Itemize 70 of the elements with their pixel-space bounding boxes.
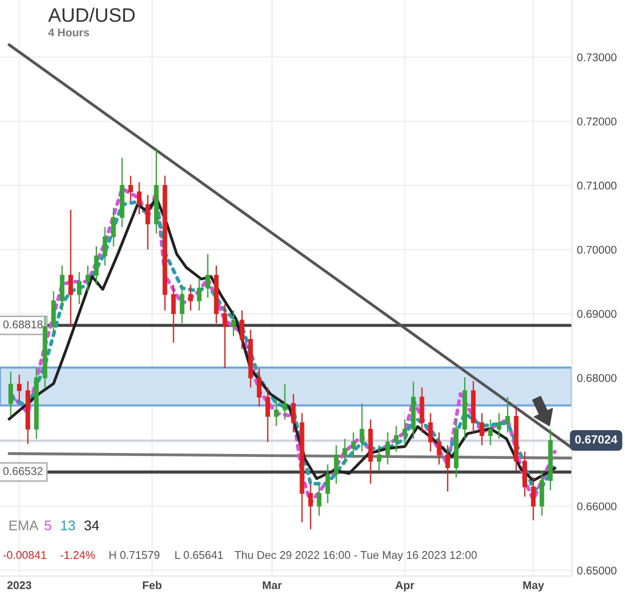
candlestick xyxy=(180,284,184,324)
candlestick xyxy=(385,432,390,466)
candlestick xyxy=(316,483,322,516)
candlestick xyxy=(76,271,82,305)
candlestick xyxy=(308,483,313,530)
candlestick xyxy=(291,393,296,434)
text: 34 xyxy=(84,520,99,530)
candlestick xyxy=(68,209,73,328)
candlestick xyxy=(531,476,536,521)
candlestick xyxy=(102,226,108,266)
candlestick xyxy=(146,194,150,250)
candlestick xyxy=(402,418,408,446)
ref-line-label: 0.66532 xyxy=(3,467,42,476)
candlestick xyxy=(436,432,442,466)
candlestick xyxy=(496,412,502,440)
candlestick xyxy=(351,432,356,459)
y-tick-label: 0.66000 xyxy=(577,502,616,510)
candlestick xyxy=(136,182,142,215)
candlestick xyxy=(480,412,484,446)
y-tick-label: 0.69000 xyxy=(577,310,616,318)
annotation: -1.24% xyxy=(60,551,95,559)
candlestick xyxy=(231,310,236,337)
text: 13 xyxy=(61,520,75,530)
candlestick xyxy=(488,418,493,446)
y-tick-label: 0.72000 xyxy=(577,118,616,126)
candlestick xyxy=(94,246,99,286)
candlestick xyxy=(8,370,13,417)
candlestick xyxy=(376,444,382,472)
candlestick xyxy=(222,303,228,369)
annotation: H 0.71579 xyxy=(110,551,160,559)
candlestick xyxy=(394,425,399,452)
x-tick-label: Feb xyxy=(142,580,162,590)
x-tick-label: May xyxy=(523,581,544,592)
candlestick xyxy=(17,374,22,401)
candlestick xyxy=(282,384,288,420)
candlestick xyxy=(334,444,339,484)
candlestick xyxy=(205,253,210,298)
candlestick xyxy=(360,402,364,452)
candlestick xyxy=(128,175,133,202)
annotation: Thu Dec 29 2022 16:00 - Tue May 16 2023 12:00 xyxy=(234,550,477,562)
x-tick-label: Apr xyxy=(396,581,414,592)
candlestick xyxy=(111,207,116,247)
candlestick xyxy=(325,464,330,504)
annotation: L 0.65641 xyxy=(175,551,223,559)
x-tick-label: Mar xyxy=(262,581,282,590)
y-tick-label: 0.73000 xyxy=(577,53,616,62)
candlestick xyxy=(274,400,279,427)
ref-line-label: 0.68818 xyxy=(3,320,43,328)
candlestick xyxy=(240,310,244,350)
chart-title: AUD/USD xyxy=(48,8,135,22)
candlestick xyxy=(171,284,176,344)
candlestick xyxy=(342,438,348,466)
text: 4 Hours xyxy=(48,28,90,36)
candlestick xyxy=(445,444,450,492)
ref-line-label: 0.67024 xyxy=(575,435,618,444)
candlestick xyxy=(505,396,510,434)
y-tick-label: 0.71000 xyxy=(577,182,616,190)
text: 5 xyxy=(44,520,52,530)
candlestick xyxy=(256,368,262,408)
candlestick xyxy=(196,278,202,312)
candlestick xyxy=(188,284,193,312)
y-tick-label: 0.65000 xyxy=(577,566,616,574)
candlestick xyxy=(86,264,90,292)
y-tick-label: 0.70000 xyxy=(577,246,616,254)
y-tick-label: 0.68000 xyxy=(577,374,616,382)
annotation: -0.00841 xyxy=(3,551,46,559)
x-tick-label: 2023 xyxy=(7,581,32,590)
candlestick xyxy=(428,412,433,452)
candlestick xyxy=(265,386,270,443)
legend-title: EMA xyxy=(10,520,38,530)
